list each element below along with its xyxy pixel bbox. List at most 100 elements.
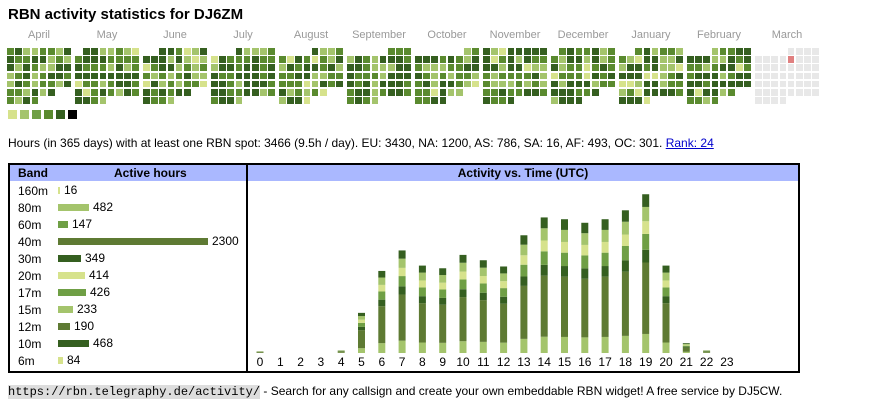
calendar-day <box>219 64 226 71</box>
calendar-day <box>31 80 39 88</box>
calendar-day <box>736 64 743 71</box>
legend-swatch <box>8 110 17 119</box>
calendar-day <box>687 56 694 63</box>
calendar-day <box>132 72 139 80</box>
calendar-day <box>423 80 430 88</box>
calendar-day <box>660 64 667 71</box>
legend-swatch <box>32 110 41 119</box>
calendar-day <box>472 64 479 71</box>
calendar-day <box>771 89 778 96</box>
calendar-day <box>651 64 659 71</box>
calendar-day <box>107 72 115 80</box>
calendar-day <box>124 64 131 71</box>
calendar-day <box>651 89 659 96</box>
calendar-day <box>303 56 311 63</box>
hour-tick-label: 2 <box>297 355 304 369</box>
calendar-day <box>755 80 762 88</box>
calendar-day <box>227 56 234 63</box>
calendar-day <box>107 56 115 63</box>
hour-bar-segment <box>561 219 568 230</box>
calendar-day <box>755 72 762 80</box>
band-row: 17m 426 <box>10 284 246 301</box>
calendar-day <box>551 64 558 71</box>
calendar-day <box>311 56 319 63</box>
calendar-day <box>132 48 139 55</box>
calendar-day <box>91 97 98 104</box>
band-row: 60m 147 <box>10 216 246 233</box>
calendar-day <box>439 64 447 71</box>
hour-bar-segment <box>418 303 426 343</box>
hour-bar-segment <box>581 255 589 269</box>
calendar-day <box>200 72 207 80</box>
calendar-day <box>600 72 607 80</box>
calendar-day <box>279 56 286 63</box>
summary-line: Hours (in 365 days) with at least one RB… <box>8 136 714 150</box>
hour-bar-segment <box>561 229 568 242</box>
calendar-day <box>132 56 139 63</box>
hour-bar-segment <box>682 343 690 344</box>
calendar-day <box>235 56 243 63</box>
hour-bar-segment <box>439 304 447 343</box>
calendar-day <box>7 64 14 71</box>
page-title: RBN activity statistics for DJ6ZM <box>8 6 244 23</box>
hour-bar <box>439 268 447 353</box>
calendar-day <box>559 56 566 63</box>
legend-swatch <box>56 110 65 119</box>
band-hours-bar <box>58 323 70 330</box>
calendar-day <box>175 64 183 71</box>
calendar-day <box>499 56 506 63</box>
calendar-day <box>159 89 166 96</box>
band-name: 12m <box>18 320 42 334</box>
calendar-day <box>687 89 694 96</box>
hour-bar-segment <box>621 221 629 235</box>
calendar-day <box>540 64 547 71</box>
calendar-day <box>363 80 370 88</box>
calendar-day <box>48 80 55 88</box>
calendar-day <box>491 89 498 96</box>
calendar-day <box>619 89 626 96</box>
hour-bar-segment <box>378 270 386 278</box>
calendar-day <box>159 64 166 71</box>
calendar-day <box>75 72 82 80</box>
calendar-day <box>260 64 267 71</box>
calendar-day <box>575 72 583 80</box>
calendar-day <box>567 48 574 55</box>
calendar-day <box>660 56 667 63</box>
calendar-day <box>219 89 226 96</box>
calendar-day <box>575 48 583 55</box>
calendar-day <box>635 80 642 88</box>
hour-bar-segment <box>581 222 589 234</box>
hour-bar-segment <box>520 285 528 339</box>
calendar-day <box>39 56 47 63</box>
calendar-day <box>347 97 354 104</box>
calendar-day <box>763 89 770 96</box>
calendar-day <box>132 80 139 88</box>
hour-bar <box>378 270 386 353</box>
calendar-day <box>219 56 226 63</box>
band-name: 30m <box>18 252 42 266</box>
hour-bar-segment <box>459 279 467 290</box>
calendar-day <box>711 64 719 71</box>
footer-url[interactable]: https://rbn.telegraphy.de/activity/ <box>8 385 261 399</box>
calendar-day <box>235 80 243 88</box>
calendar-day <box>15 56 22 63</box>
calendar-day <box>472 80 479 88</box>
calendar-day <box>7 56 14 63</box>
calendar-day <box>771 56 778 63</box>
month-label: December <box>557 29 609 41</box>
calendar-day <box>551 89 558 96</box>
hour-bar-segment <box>601 241 609 253</box>
calendar-day <box>31 56 39 63</box>
band-name: 20m <box>18 269 42 283</box>
activity-chart: Activity vs. Time (UTC) 0 1 2 3 4 5 6 7 8 9 10 11 12… <box>246 163 800 373</box>
calendar-day <box>804 72 811 80</box>
hour-tick-label: 21 <box>680 355 694 369</box>
rank-link[interactable]: Rank: 24 <box>665 136 714 150</box>
calendar-day <box>279 97 286 104</box>
calendar-day <box>83 72 90 80</box>
calendar-day <box>643 89 651 96</box>
calendar-day <box>371 64 379 71</box>
calendar-day <box>328 48 335 55</box>
calendar-day <box>287 97 294 104</box>
calendar-day <box>744 48 751 55</box>
